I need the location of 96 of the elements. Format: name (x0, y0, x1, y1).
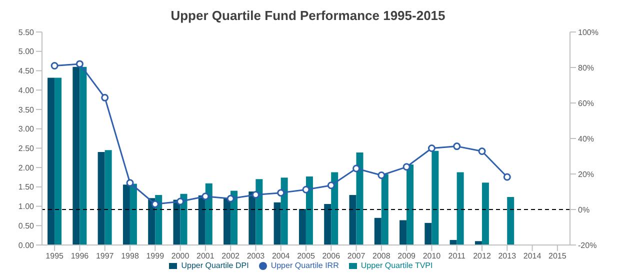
point (302, 186, 310, 194)
x-tick-label: 1996 (70, 252, 90, 261)
bar (205, 183, 212, 245)
point (151, 200, 159, 208)
y2-tick-label: 0% (578, 205, 590, 214)
bar (507, 196, 514, 245)
bar (424, 222, 432, 245)
bar (274, 202, 281, 245)
x-tick-label: 2012 (473, 252, 492, 261)
y-tick-label: 1.50 (18, 182, 35, 192)
bar (54, 78, 62, 245)
point (226, 194, 234, 202)
bar (230, 190, 238, 245)
bar (224, 198, 231, 245)
x-tick-label: 2004 (272, 252, 290, 261)
point (50, 62, 58, 70)
legend-label: Upper Quartile IRR (270, 261, 339, 270)
bar (406, 164, 414, 245)
x-tick-label: 2014 (523, 252, 542, 261)
bar (48, 78, 55, 245)
point (202, 192, 210, 200)
x-tick-label: 1999 (146, 252, 165, 261)
point (478, 148, 486, 156)
point (176, 198, 184, 206)
bar (122, 184, 130, 245)
bar (130, 184, 137, 245)
x-tick-label: 1998 (121, 252, 140, 261)
y2-tick-label: 100% (578, 28, 598, 37)
bar (400, 220, 407, 245)
y-tick-label: 0.00 (18, 240, 35, 250)
bar (474, 241, 482, 245)
x-tick-label: 1997 (96, 252, 114, 261)
bar (324, 204, 332, 245)
y2-tick-label: 20% (578, 170, 594, 179)
y2-tick-label: 40% (578, 134, 594, 144)
x-tick-label: 2000 (171, 252, 190, 261)
legend-label: Upper Quartile TVPI (360, 261, 433, 270)
point (402, 163, 410, 171)
point (126, 179, 134, 187)
x-tick-label: 2010 (422, 252, 442, 261)
legend-label: Upper Quartile DPI (181, 261, 249, 270)
x-tick-label: 2015 (548, 252, 567, 261)
bar (331, 172, 338, 245)
y-tick-label: 5.00 (18, 47, 35, 56)
y2-tick-label: -20% (578, 240, 597, 250)
y-tick-label: 2.50 (18, 144, 35, 154)
y-tick-label: 0.50 (18, 221, 35, 230)
bar (173, 200, 180, 245)
point (428, 144, 436, 152)
bar (374, 218, 382, 245)
x-tick-label: 2011 (448, 252, 466, 261)
point (327, 182, 335, 190)
point (76, 60, 84, 68)
bar (72, 66, 80, 245)
chart-title: Upper Quartile Fund Performance 1995-2015 (170, 8, 446, 25)
point (503, 173, 511, 181)
y-tick-label: 3.50 (18, 105, 35, 114)
point (352, 164, 360, 172)
bar (104, 150, 112, 245)
x-tick-label: 2008 (372, 252, 391, 261)
bar (356, 152, 364, 245)
bar (248, 192, 256, 245)
point (252, 191, 260, 199)
point (101, 94, 109, 102)
bar (349, 195, 356, 245)
x-tick-label: 1995 (46, 252, 64, 261)
bar (482, 182, 489, 245)
bar (98, 152, 105, 245)
y-tick-label: 4.00 (18, 86, 35, 95)
x-tick-label: 2003 (246, 252, 266, 261)
x-tick-label: 2006 (322, 252, 341, 261)
bar (298, 208, 306, 245)
x-tick-label: 2009 (398, 252, 416, 261)
bar (456, 172, 464, 245)
bar (80, 66, 87, 245)
bar (306, 176, 313, 245)
bar (381, 174, 388, 245)
y2-tick-label: 80% (578, 63, 594, 72)
y-tick-label: 2.00 (18, 163, 35, 172)
y2-tick-label: 60% (578, 98, 594, 108)
y-tick-label: 3.00 (18, 124, 35, 134)
x-tick-label: 2007 (347, 252, 366, 261)
x-tick-label: 2001 (196, 252, 215, 261)
point (277, 189, 285, 197)
x-tick-label: 2013 (498, 252, 517, 261)
y-tick-label: 5.50 (18, 28, 35, 37)
x-tick-label: 2005 (297, 252, 316, 261)
x-tick-label: 2002 (222, 252, 240, 261)
y-tick-label: 4.50 (18, 66, 35, 76)
point (453, 142, 461, 150)
point (378, 171, 386, 179)
bar (256, 179, 263, 245)
y-tick-label: 1.00 (18, 202, 35, 212)
bar (280, 178, 288, 245)
bar (198, 195, 206, 245)
bar (432, 150, 439, 245)
